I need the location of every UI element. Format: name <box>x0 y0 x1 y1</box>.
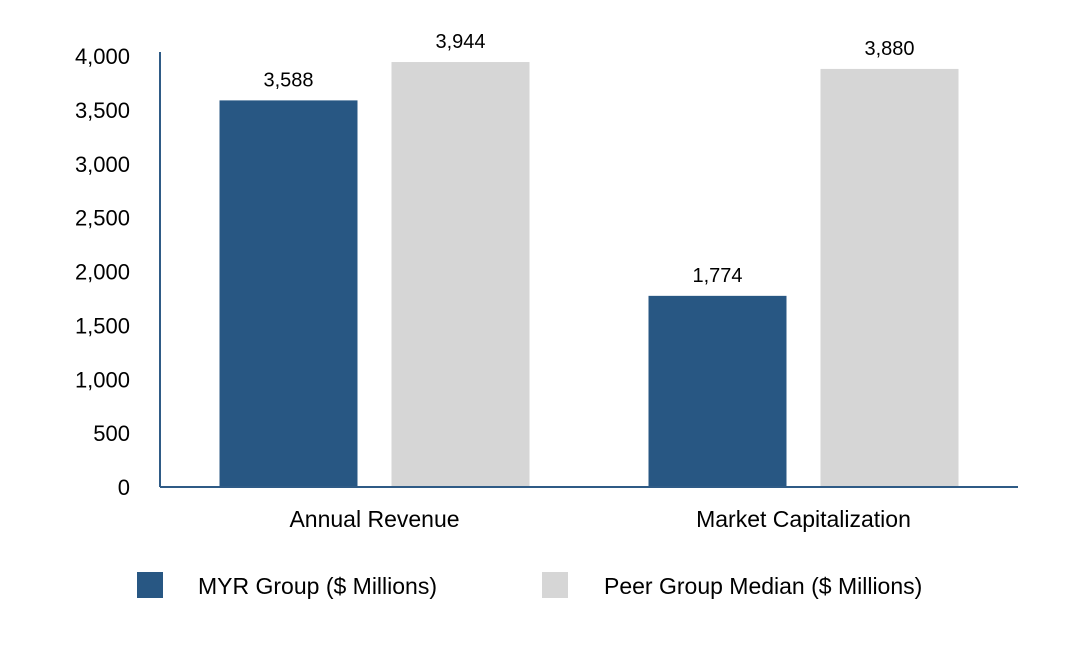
data-label: 3,588 <box>263 69 313 91</box>
bar <box>391 62 530 488</box>
y-tick-label: 1,500 <box>75 313 130 338</box>
x-category-label: Annual Revenue <box>289 506 459 532</box>
bar <box>648 295 787 487</box>
y-tick-label: 2,000 <box>75 260 130 285</box>
bar <box>820 68 959 488</box>
legend-label: MYR Group ($ Millions) <box>198 573 437 599</box>
data-label: 1,774 <box>692 265 742 287</box>
y-tick-label: 500 <box>93 421 130 446</box>
bars <box>219 62 959 488</box>
data-label: 3,880 <box>864 38 914 60</box>
data-labels: 3,588 3,944 1,774 3,880 <box>263 31 914 287</box>
y-tick-label: 1,000 <box>75 367 130 392</box>
y-tick-label: 3,000 <box>75 152 130 177</box>
data-label: 3,944 <box>435 31 485 53</box>
legend-swatch <box>542 572 568 598</box>
y-tick-label: 0 <box>118 475 130 500</box>
legend-label: Peer Group Median ($ Millions) <box>604 573 922 599</box>
x-axis: Annual Revenue Market Capitalization <box>160 486 1018 532</box>
legend-swatch <box>137 572 163 598</box>
bar <box>219 100 358 487</box>
x-category-label: Market Capitalization <box>696 506 911 532</box>
y-axis: 0 500 1,000 1,500 2,000 2,500 3,000 3,500 4,000 <box>75 44 161 500</box>
y-tick-label: 4,000 <box>75 44 130 69</box>
y-tick-label: 3,500 <box>75 98 130 123</box>
legend: MYR Group ($ Millions) Peer Group Median … <box>137 572 922 599</box>
y-tick-label: 2,500 <box>75 206 130 231</box>
